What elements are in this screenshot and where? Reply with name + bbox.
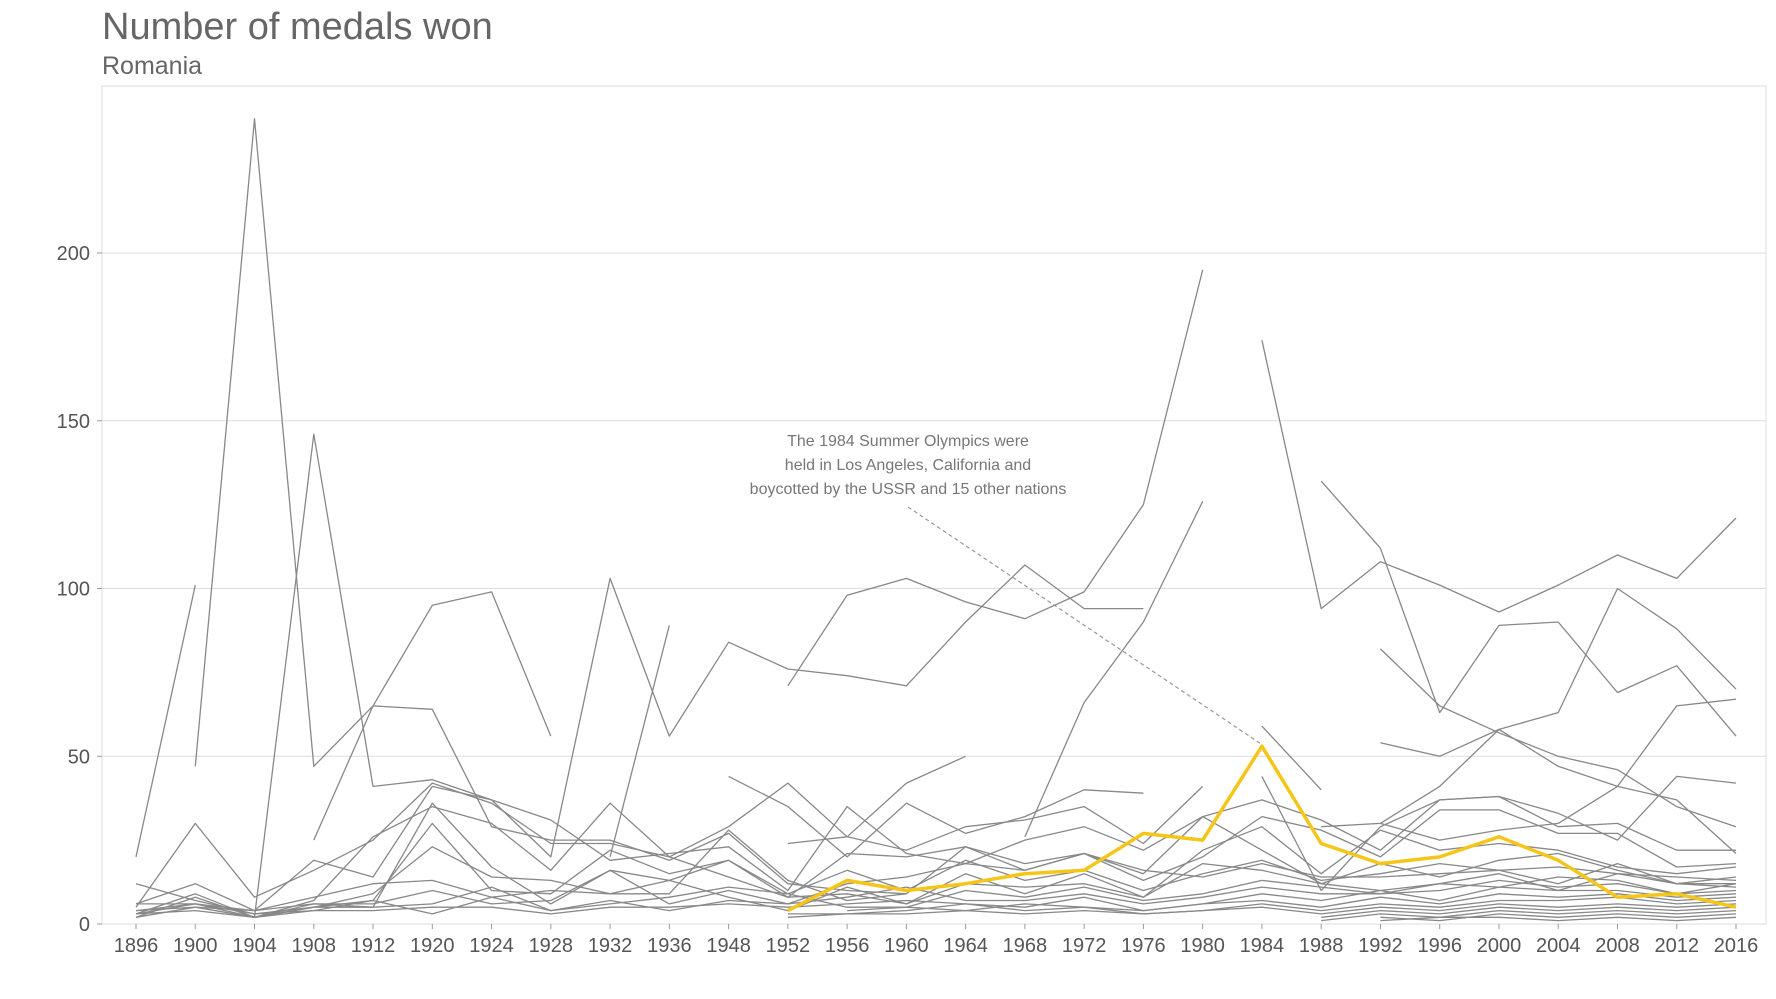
y-tick-label-50: 50 — [68, 746, 90, 768]
x-axis: 1896 1900 1904 1908 1912 1920 1924 1928 1932 1936… — [114, 924, 1759, 957]
x-tick-label-1896: 1896 — [114, 935, 159, 957]
x-tick-label-1924: 1924 — [469, 935, 514, 957]
x-tick-label-2004: 2004 — [1536, 935, 1581, 957]
x-tick-label-1936: 1936 — [647, 935, 692, 957]
background-series-group — [135, 118, 1737, 922]
background-series-line-14 — [1380, 785, 1737, 854]
x-tick-label-1928: 1928 — [529, 935, 574, 957]
background-series-line-16 — [728, 775, 1144, 858]
background-series-line-33 — [1380, 913, 1737, 922]
background-series-line-34 — [1380, 916, 1737, 922]
background-series-line-18 — [135, 785, 1736, 912]
chart-subtitle: Romania — [102, 52, 203, 80]
background-series-line-4 — [609, 625, 670, 858]
x-tick-label-1968: 1968 — [1003, 935, 1048, 957]
background-series-line-0 — [135, 584, 196, 858]
background-series-line-32 — [1321, 909, 1737, 922]
plot-panel-border — [101, 85, 1767, 925]
annotation-connector — [907, 506, 1261, 744]
x-tick-label-1952: 1952 — [766, 935, 811, 957]
y-tick-label-100: 100 — [57, 579, 90, 601]
background-series-line-23 — [135, 852, 1736, 918]
x-tick-label-1988: 1988 — [1299, 935, 1344, 957]
background-series-line-19 — [135, 802, 1737, 918]
background-series-line-9 — [1379, 648, 1737, 828]
background-series-line-2 — [253, 433, 1144, 918]
background-series-line-30 — [787, 903, 1737, 918]
x-tick-label-1956: 1956 — [825, 935, 870, 957]
x-tick-label-1932: 1932 — [588, 935, 633, 957]
x-tick-label-1912: 1912 — [351, 935, 396, 957]
background-series-line-27 — [135, 886, 1737, 918]
x-tick-label-1996: 1996 — [1417, 935, 1462, 957]
x-tick-label-1992: 1992 — [1358, 935, 1403, 957]
annotation-line-2: boycotted by the USSR and 15 other natio… — [750, 481, 1067, 498]
x-tick-label-1904: 1904 — [232, 935, 277, 957]
y-axis: 0 50 100 150 200 — [57, 243, 102, 936]
background-series-line-17 — [135, 782, 1204, 908]
chart-title: Number of medals won — [102, 6, 493, 48]
x-tick-label-1984: 1984 — [1240, 935, 1285, 957]
background-series-line-1 — [194, 118, 907, 895]
background-series-line-31 — [1321, 906, 1737, 918]
y-tick-label-200: 200 — [57, 243, 90, 265]
x-tick-label-2008: 2008 — [1595, 935, 1640, 957]
x-tick-label-1920: 1920 — [410, 935, 455, 957]
y-tick-label-150: 150 — [57, 411, 90, 433]
x-tick-label-2012: 2012 — [1654, 935, 1699, 957]
background-series-line-12 — [1261, 725, 1322, 791]
x-tick-label-1980: 1980 — [1180, 935, 1225, 957]
annotation-line-1: held in Los Angeles, California and — [785, 457, 1031, 474]
background-series-line-29 — [787, 896, 1737, 915]
background-series-line-26 — [135, 879, 1737, 915]
x-tick-label-1900: 1900 — [173, 935, 218, 957]
x-tick-label-1948: 1948 — [706, 935, 751, 957]
x-tick-label-1908: 1908 — [292, 935, 337, 957]
annotation-line-0: The 1984 Summer Olympics were — [787, 433, 1029, 450]
y-tick-label-0: 0 — [79, 914, 90, 936]
highlight-series-group — [787, 744, 1737, 913]
x-tick-label-2000: 2000 — [1477, 935, 1522, 957]
x-tick-label-1972: 1972 — [1062, 935, 1107, 957]
background-series-line-22 — [135, 802, 1737, 918]
annotation-group: The 1984 Summer Olympics were held in Los… — [750, 433, 1261, 744]
x-tick-label-1960: 1960 — [884, 935, 929, 957]
background-series-line-3 — [313, 591, 552, 841]
background-series-line-7 — [1261, 340, 1737, 613]
background-series-line-10 — [1321, 587, 1737, 828]
x-tick-label-1964: 1964 — [943, 935, 988, 957]
background-series-line-6 — [1024, 501, 1204, 838]
background-series-line-11 — [1380, 698, 1737, 788]
gridlines — [102, 252, 1766, 757]
highlight-series-line — [787, 744, 1737, 913]
background-series-line-15 — [787, 755, 966, 845]
background-series-line-8 — [1320, 480, 1737, 737]
background-series-line-5 — [787, 269, 1204, 687]
x-tick-label-2016: 2016 — [1714, 935, 1759, 957]
x-tick-label-1976: 1976 — [1121, 935, 1166, 957]
